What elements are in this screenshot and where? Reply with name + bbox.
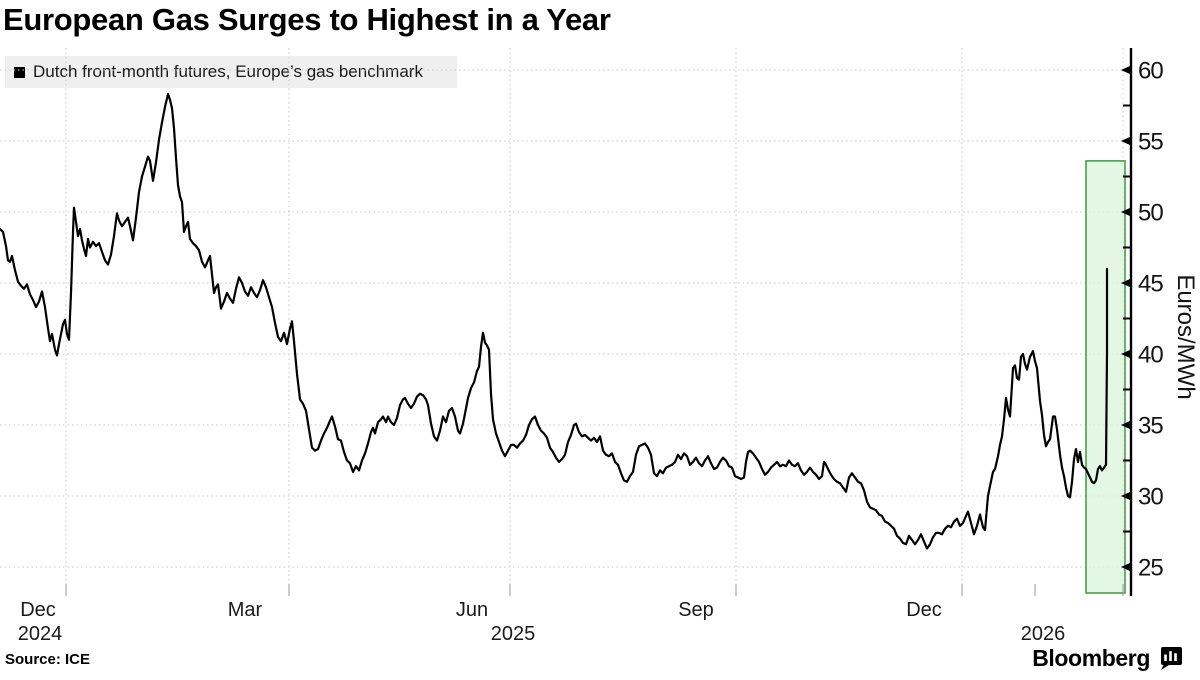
svg-text:60: 60 — [1138, 58, 1163, 85]
svg-text:Dec: Dec — [20, 599, 56, 621]
chart-legend: Dutch front-month futures, Europe’s gas … — [5, 56, 457, 88]
svg-text:2024: 2024 — [18, 623, 63, 645]
legend-series-label: Dutch front-month futures, Europe’s gas … — [33, 62, 423, 81]
source-note: Source: ICE — [5, 651, 91, 668]
svg-text:30: 30 — [1138, 484, 1163, 511]
svg-text:Jun: Jun — [456, 599, 488, 621]
svg-text:50: 50 — [1138, 200, 1163, 227]
svg-text:Dec: Dec — [906, 599, 942, 621]
svg-text:25: 25 — [1138, 555, 1163, 582]
legend-series-square-icon — [14, 66, 25, 78]
svg-text:Mar: Mar — [228, 599, 263, 621]
bloomberg-terminal-icon — [1161, 647, 1182, 670]
svg-text:2026: 2026 — [1021, 623, 1066, 645]
y-axis-labels: 25 30 35 40 45 50 55 60 — [1138, 58, 1164, 582]
bloomberg-wordmark: Bloomberg — [1032, 645, 1150, 671]
page-title: European Gas Surges to Highest in a Year — [3, 2, 611, 37]
y-axis-title: Euros/MWh — [1172, 274, 1199, 399]
x-axis-ticks — [65, 584, 1124, 596]
svg-text:40: 40 — [1138, 342, 1163, 369]
svg-text:45: 45 — [1138, 271, 1163, 298]
svg-text:55: 55 — [1138, 129, 1163, 156]
svg-text:2025: 2025 — [491, 623, 536, 645]
price-series-line — [0, 92, 1109, 550]
vertical-gridlines — [65, 48, 1124, 593]
highlight-band — [1085, 160, 1126, 594]
y-axis — [1121, 48, 1133, 596]
svg-text:35: 35 — [1138, 413, 1163, 440]
svg-text:Sep: Sep — [678, 599, 714, 621]
bloomberg-brand: Bloomberg — [1032, 645, 1182, 672]
horizontal-gridlines — [0, 69, 1130, 568]
